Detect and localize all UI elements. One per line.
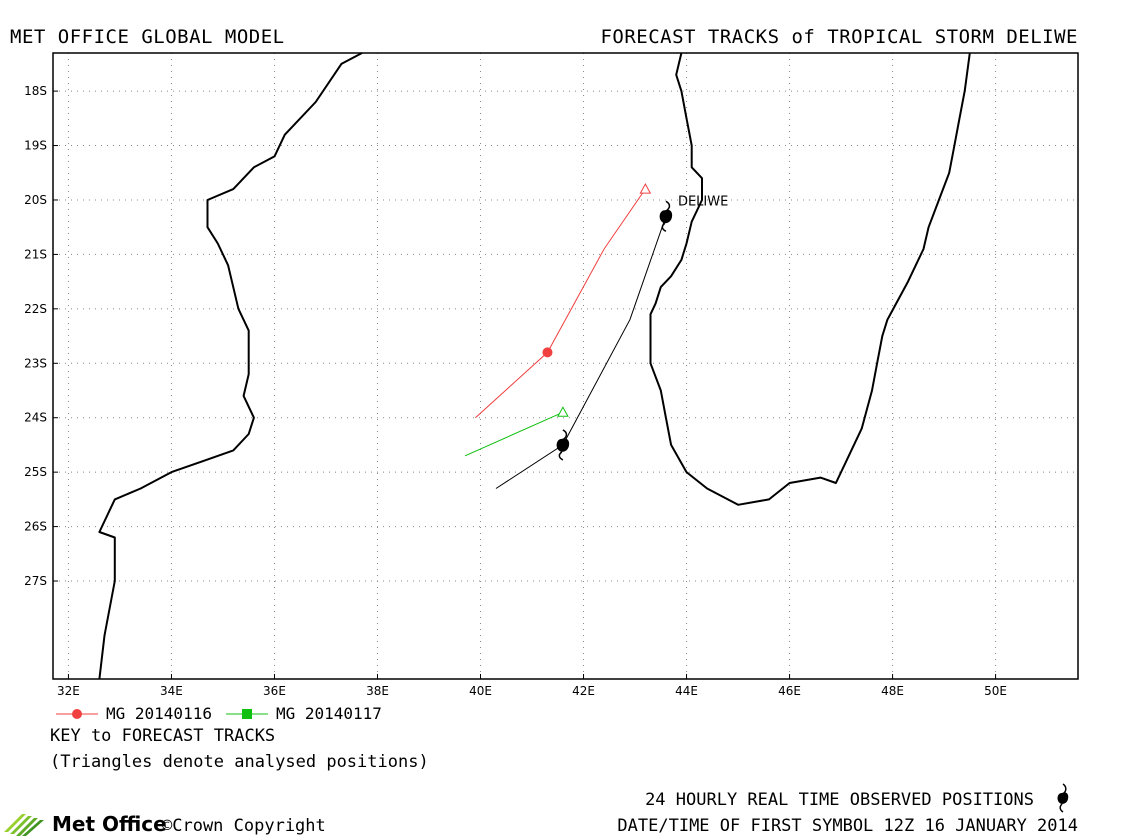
legend-title: KEY to FORECAST TRACKS	[50, 726, 276, 746]
forecast-marker-circle	[542, 347, 553, 358]
coastlines	[98, 52, 971, 680]
storm-core	[659, 209, 673, 224]
storm-core	[556, 438, 570, 452]
storm-arm	[562, 429, 568, 440]
forecast-track-line	[464, 411, 564, 457]
header-left-title: MET OFFICE GLOBAL MODEL	[10, 26, 285, 48]
grid-lines	[53, 53, 1078, 679]
lat-tick-label: 21S	[24, 247, 47, 261]
map-frame	[52, 52, 1079, 680]
storm-arm	[661, 222, 667, 232]
observed-track-line	[495, 216, 667, 489]
storm-name-label: DELIWE	[678, 194, 728, 209]
first-symbol-date-text: DATE/TIME OF FIRST SYMBOL 12Z 16 JANUARY…	[617, 816, 1078, 836]
copyright-text: ©Crown Copyright	[162, 816, 326, 836]
lon-tick-label: 40E	[469, 684, 492, 698]
met-office-logo: Met Office	[4, 812, 167, 836]
storm-arm	[665, 200, 671, 211]
analysed-position-triangle	[557, 406, 569, 417]
lat-tick-label: 19S	[24, 139, 47, 153]
lat-tick-label: 18S	[24, 84, 47, 98]
lat-tick-label: 27S	[24, 574, 47, 588]
logo-text: Met Office	[52, 812, 167, 836]
lat-tick-label: 25S	[24, 465, 47, 479]
lon-tick-label: 38E	[366, 684, 389, 698]
legend-label-mg-20140117: MG 20140117	[275, 704, 382, 723]
forecast-track-line	[475, 188, 646, 419]
storm-track-map: 18S 19S 20S 21S 22S 23S 24S 25S 26S 27S 32E 34E 36E 3…	[24, 52, 1079, 698]
lat-tick-label: 20S	[24, 193, 47, 207]
legend-green-square-marker	[225, 708, 268, 719]
met-office-logo-icon	[4, 814, 44, 836]
observed-positions-text: 24 HOURLY REAL TIME OBSERVED POSITIONS	[645, 790, 1034, 810]
legend-label-mg-20140116: MG 20140116	[106, 704, 212, 723]
legend: MG 20140116 MG 20140117	[56, 704, 396, 723]
legend-red-circle-marker	[56, 708, 98, 719]
legend-note: (Triangles denote analysed positions)	[50, 752, 429, 772]
lon-tick-label: 32E	[57, 684, 80, 698]
lat-tick-label: 26S	[24, 520, 47, 534]
lat-tick-label: 22S	[24, 302, 47, 316]
lon-tick-label: 48E	[881, 684, 904, 698]
storm-arm	[558, 451, 564, 461]
lon-tick-label: 46E	[778, 684, 801, 698]
tropical-storm-symbol	[556, 429, 570, 461]
lat-tick-label: 24S	[24, 411, 47, 425]
lon-tick-label: 50E	[984, 684, 1007, 698]
madagascar-coastline	[649, 52, 971, 506]
lon-tick-label: 44E	[675, 684, 698, 698]
lon-tick-label: 36E	[263, 684, 286, 698]
africa-coastline	[98, 52, 363, 680]
legend-item-mg-20140116: MG 20140116	[56, 704, 212, 723]
tracks	[464, 183, 673, 489]
legend-item-mg-20140117: MG 20140117	[225, 704, 382, 723]
lon-tick-label: 42E	[572, 684, 595, 698]
lon-tick-label: 34E	[160, 684, 183, 698]
lat-tick-label: 23S	[24, 356, 47, 370]
header-right-title: FORECAST TRACKS of TROPICAL STORM DELIWE	[600, 26, 1078, 48]
axis-labels: 18S 19S 20S 21S 22S 23S 24S 25S 26S 27S 32E 34E 36E 3…	[24, 84, 1007, 698]
analysed-position-triangle	[639, 183, 652, 194]
tropical-storm-icon	[1057, 783, 1069, 813]
tropical-storm-symbol	[659, 200, 673, 232]
